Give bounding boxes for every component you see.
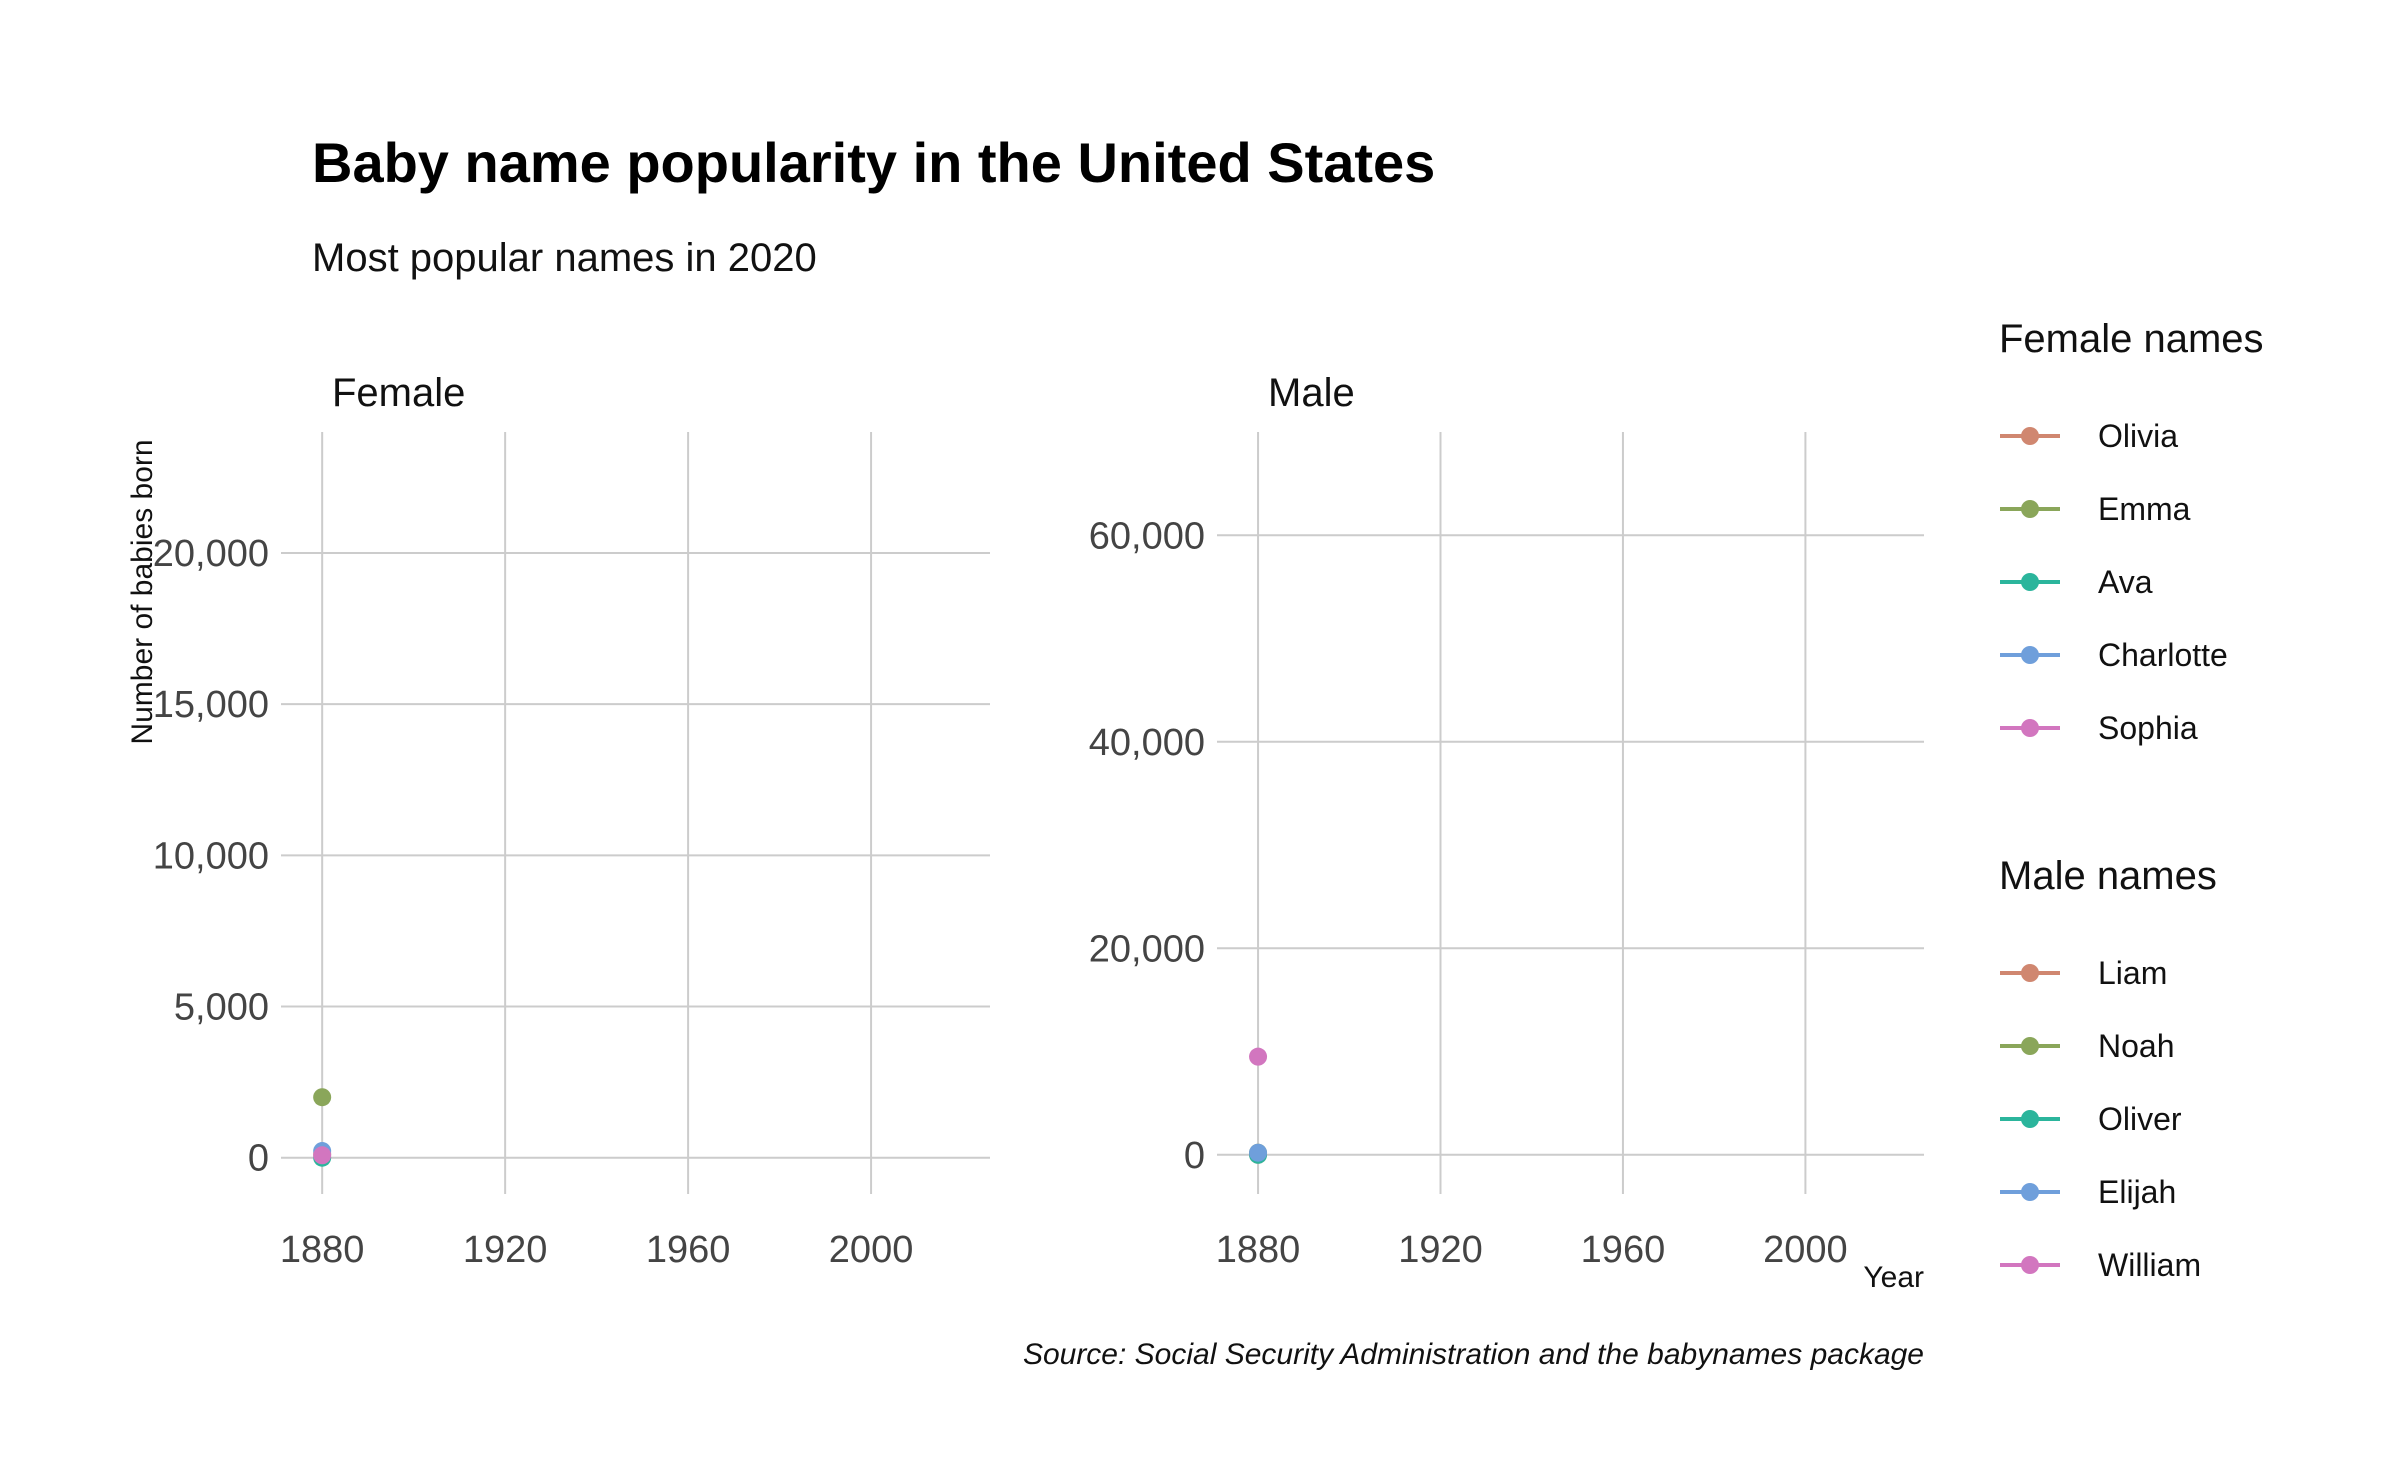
legend-key-point-oliver — [2021, 1110, 2039, 1128]
y-tick-label: 0 — [1184, 1135, 1205, 1177]
legend-title-female: Female names — [1999, 317, 2264, 361]
legend-label-liam: Liam — [2098, 955, 2167, 991]
data-point-sophia — [313, 1146, 332, 1165]
x-tick-label: 1880 — [280, 1229, 365, 1271]
legend-label-oliver: Oliver — [2098, 1101, 2182, 1137]
legend-male-names: Male names Liam Noah Oliver Elijah William — [1999, 854, 2217, 1283]
legend-female-names: Female names Olivia Emma Ava Charlotte Sophia — [1999, 317, 2264, 746]
legend-key-point-noah — [2021, 1037, 2039, 1055]
legend-label-elijah: Elijah — [2098, 1174, 2176, 1210]
x-tick-label: 2000 — [1763, 1229, 1848, 1271]
panel-male: Male 0 20,000 40,000 60,000 1880 1920 1960 2000 — [1089, 371, 1924, 1271]
y-axis-title: Number of babies born — [126, 439, 159, 744]
legend-key-point-olivia — [2021, 427, 2039, 445]
y-tick-label: 15,000 — [153, 684, 269, 726]
legend-key-point-emma — [2021, 500, 2039, 518]
y-tick-label: 10,000 — [153, 835, 269, 877]
data-point-william — [1249, 1047, 1268, 1066]
legend-key-point-charlotte — [2021, 646, 2039, 664]
x-tick-label: 1920 — [1398, 1229, 1483, 1271]
chart-subtitle: Most popular names in 2020 — [312, 236, 817, 280]
y-tick-label: 20,000 — [153, 533, 269, 575]
legend-label-ava: Ava — [2098, 564, 2153, 600]
legend-key-point-liam — [2021, 964, 2039, 982]
data-point-emma — [313, 1088, 332, 1107]
chart-title: Baby name popularity in the United State… — [312, 131, 1435, 194]
y-tick-label: 20,000 — [1089, 928, 1205, 970]
x-axis-title: Year — [1863, 1261, 1924, 1294]
legend-label-emma: Emma — [2098, 491, 2191, 527]
facet-label-male: Male — [1268, 371, 1355, 415]
x-tick-label: 1920 — [463, 1229, 548, 1271]
legend-key-point-sophia — [2021, 719, 2039, 737]
x-tick-label: 2000 — [829, 1229, 914, 1271]
y-tick-label: 60,000 — [1089, 515, 1205, 557]
chart-caption: Source: Social Security Administration a… — [1023, 1338, 1924, 1371]
x-tick-label: 1960 — [646, 1229, 731, 1271]
x-tick-label: 1960 — [1581, 1229, 1666, 1271]
data-point-elijah — [1249, 1143, 1268, 1162]
legend-label-charlotte: Charlotte — [2098, 637, 2228, 673]
x-tick-label: 1880 — [1216, 1229, 1301, 1271]
facet-label-female: Female — [332, 371, 465, 415]
legend-key-point-elijah — [2021, 1183, 2039, 1201]
legend-label-olivia: Olivia — [2098, 418, 2178, 454]
legend-key-point-william — [2021, 1256, 2039, 1274]
legend-label-william: William — [2098, 1247, 2201, 1283]
y-tick-label: 40,000 — [1089, 722, 1205, 764]
legend-title-male: Male names — [1999, 854, 2217, 898]
legend-label-noah: Noah — [2098, 1028, 2175, 1064]
legend-key-point-ava — [2021, 573, 2039, 591]
panel-female: Female 0 5,000 10,000 15,000 20,000 1880 1920 19… — [153, 371, 990, 1271]
y-tick-label: 0 — [248, 1138, 269, 1180]
y-tick-label: 5,000 — [174, 987, 269, 1029]
legend-label-sophia: Sophia — [2098, 710, 2198, 746]
